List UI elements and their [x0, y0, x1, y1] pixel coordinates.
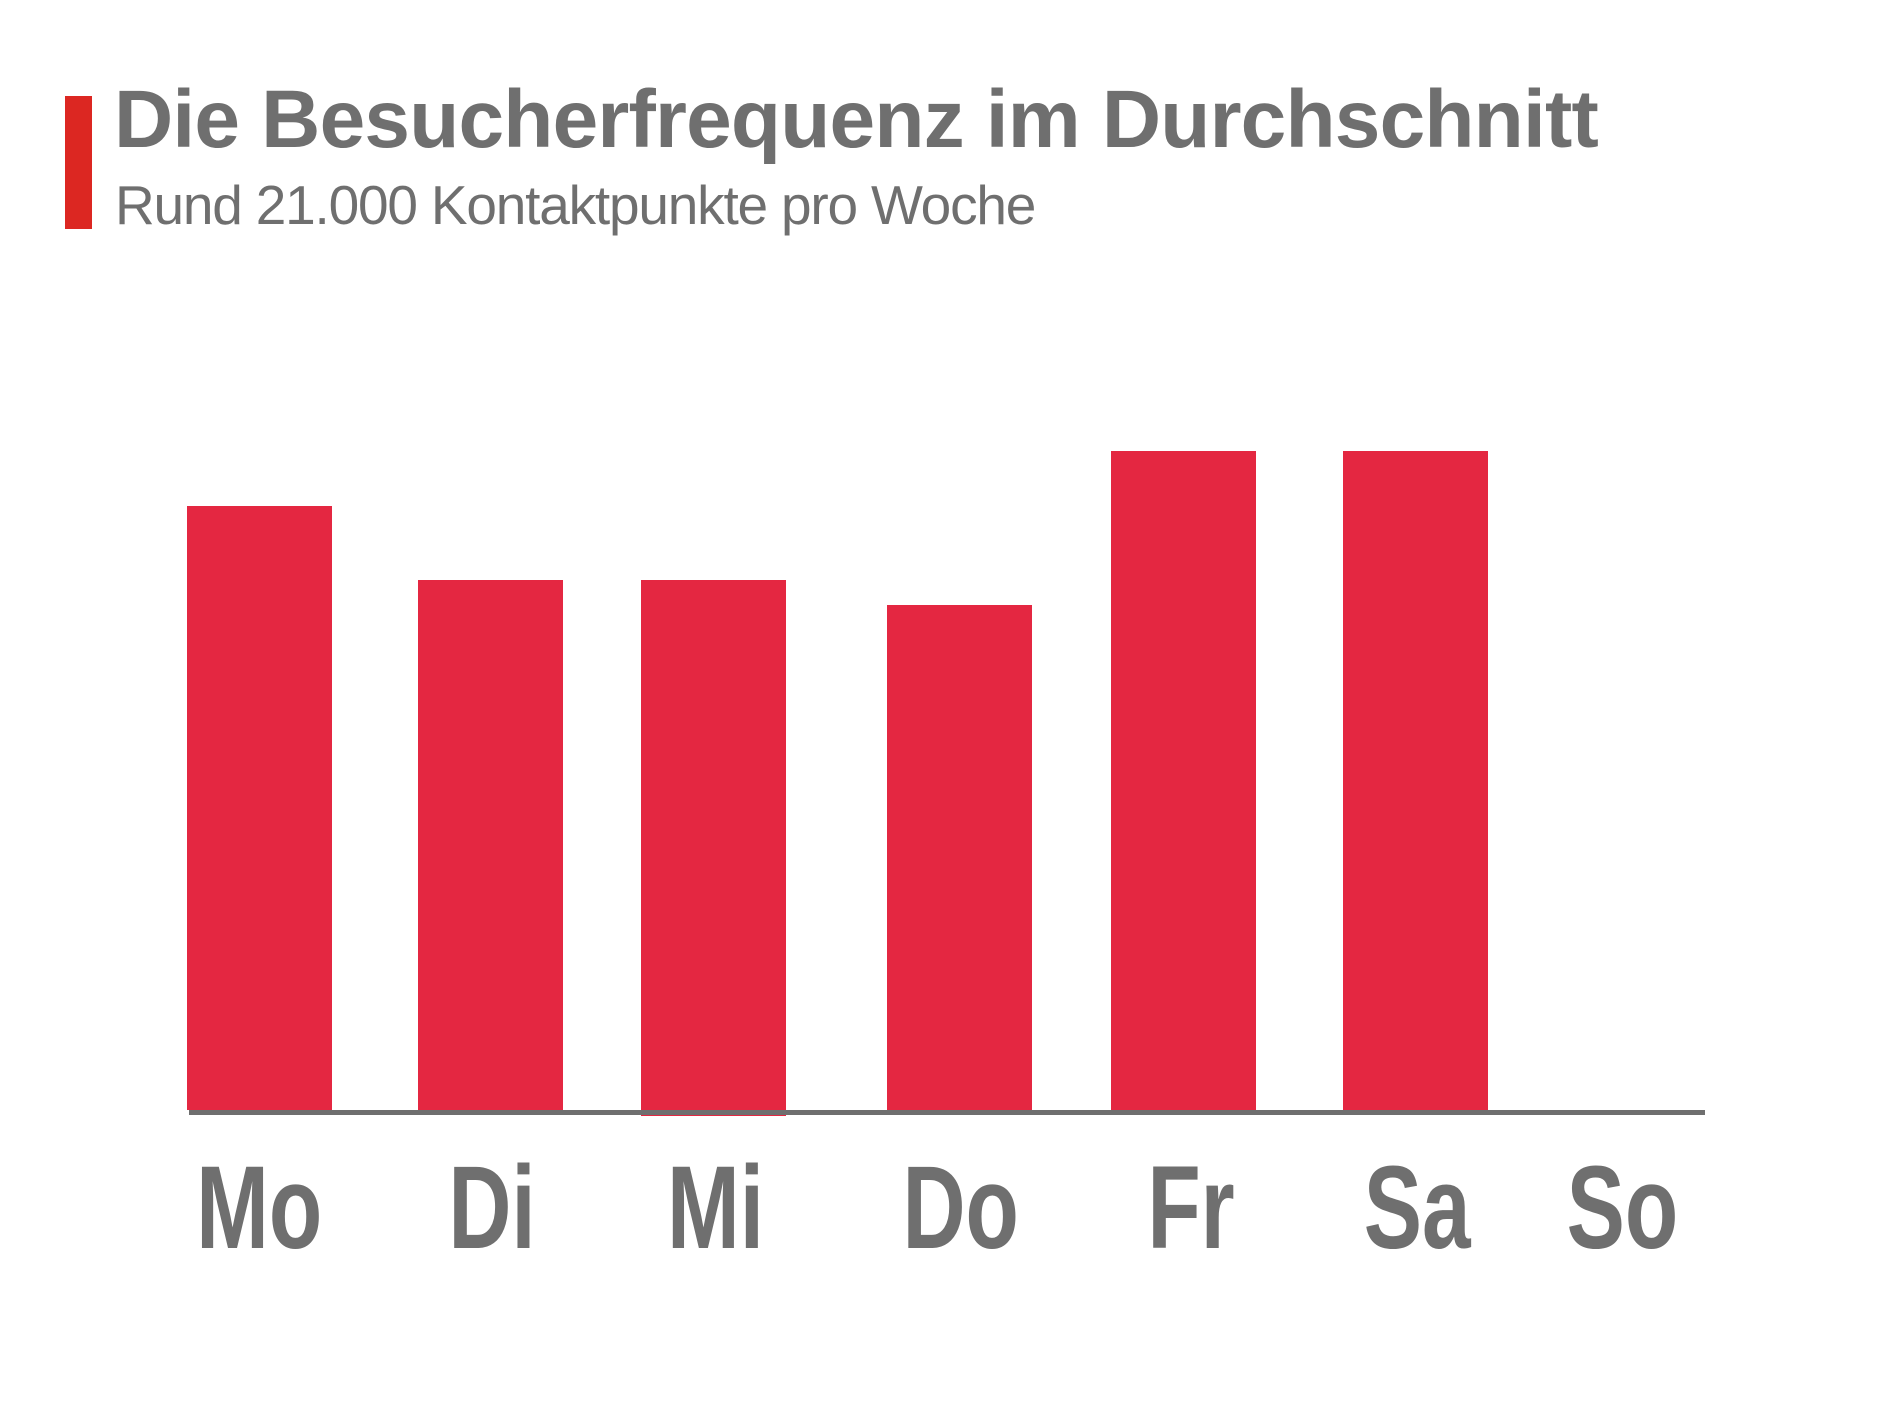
x-tick-label-mo: Mo: [195, 1142, 323, 1274]
x-axis-line: [189, 1110, 1705, 1115]
x-tick-label-so: So: [1566, 1142, 1678, 1274]
bar-di: [418, 580, 563, 1110]
x-tick-label-do: Do: [902, 1142, 1020, 1274]
bar-do: [887, 605, 1032, 1110]
bar-sa: [1343, 451, 1488, 1110]
x-tick-label-sa: Sa: [1363, 1142, 1471, 1274]
chart-title: Die Besucherfrequenz im Durchschnitt: [114, 74, 1599, 165]
chart-subtitle: Rund 21.000 Kontaktpunkte pro Woche: [115, 174, 1036, 236]
x-tick-label-mi: Mi: [667, 1142, 765, 1274]
x-tick-label-fr: Fr: [1147, 1142, 1235, 1274]
bar-mi: [641, 580, 786, 1116]
bar-fr: [1111, 451, 1256, 1110]
bar-mo: [187, 506, 332, 1110]
title-accent-bar: [65, 96, 92, 229]
x-tick-label-di: Di: [448, 1142, 536, 1274]
